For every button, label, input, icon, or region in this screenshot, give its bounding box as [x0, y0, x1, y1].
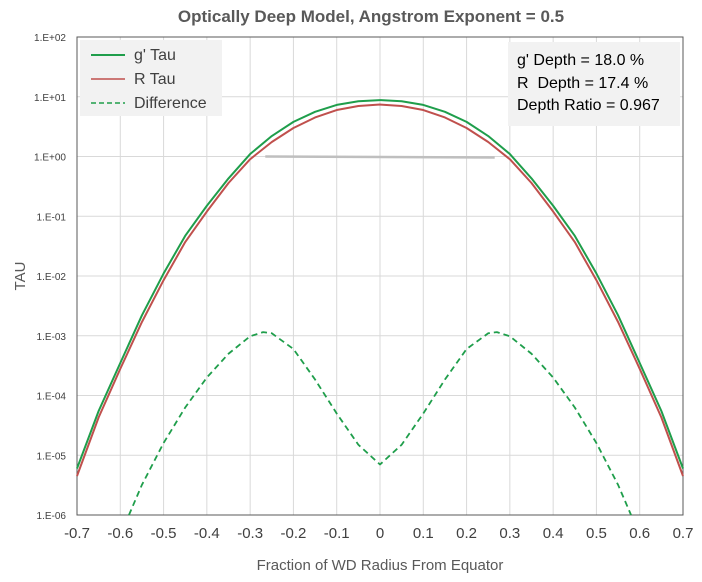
legend: g' Tau R Tau Difference — [80, 40, 222, 116]
y-tick-labels: 1.E-06 1.E-05 1.E-04 1.E-03 1.E-02 1.E-01 1.E+… — [34, 33, 66, 522]
legend-label-r-tau: R Tau — [134, 71, 176, 88]
x-tick-label: -0.6 — [107, 525, 133, 542]
x-tick-label: 0.5 — [586, 525, 607, 542]
x-tick-label: 0.6 — [629, 525, 650, 542]
plot-area-border — [76, 36, 684, 516]
x-tick-label: 0.2 — [456, 525, 477, 542]
y-tick-label: 1.E-01 — [37, 212, 67, 223]
annotation-depth-ratio: Depth Ratio = 0.967 — [517, 97, 660, 114]
reference-line-group — [265, 155, 495, 159]
series-line-r-tau — [76, 103, 684, 477]
depth-annotation: g' Depth = 18.0 % R Depth = 17.4 % Depth… — [508, 42, 680, 126]
x-tick-label: 0.1 — [413, 525, 434, 542]
chart-title: Optically Deep Model, Angstrom Exponent … — [178, 7, 564, 26]
y-tick-label: 1.E+00 — [34, 153, 66, 164]
y-tick-label: 1.E-05 — [37, 451, 67, 462]
x-tick-label: -0.1 — [324, 525, 350, 542]
y-tick-label: 1.E-06 — [37, 511, 67, 522]
y-tick-label: 1.E-03 — [37, 332, 67, 343]
depth-annotation-box — [508, 42, 680, 126]
y-axis-label: TAU — [12, 262, 29, 291]
y-tick-label: 1.E-04 — [37, 392, 67, 403]
legend-label-g-tau: g' Tau — [134, 47, 176, 64]
annotation-g-depth: g' Depth = 18.0 % — [517, 52, 644, 69]
x-tick-label: -0.7 — [64, 525, 90, 542]
series-line-difference — [128, 331, 632, 516]
y-tick-label: 1.E+02 — [34, 33, 66, 44]
x-tick-labels: -0.7 -0.6 -0.5 -0.4 -0.3 -0.2 -0.1 0 0.1 0.2 0.3 0.… — [64, 525, 693, 542]
y-tick-label: 1.E-02 — [37, 272, 67, 283]
x-tick-label: 0.3 — [499, 525, 520, 542]
x-tick-label: 0.4 — [543, 525, 564, 542]
x-tick-label: -0.4 — [194, 525, 220, 542]
x-tick-label: 0 — [376, 525, 384, 542]
x-tick-label: -0.5 — [151, 525, 177, 542]
series-line-g-tau — [76, 99, 684, 469]
x-tick-label: -0.2 — [280, 525, 306, 542]
x-axis-label: Fraction of WD Radius From Equator — [257, 557, 504, 574]
series-group — [76, 99, 684, 516]
x-tick-label: 0.7 — [673, 525, 694, 542]
annotation-r-depth: R Depth = 17.4 % — [517, 75, 648, 92]
reference-line — [265, 155, 495, 159]
x-tick-label: -0.3 — [237, 525, 263, 542]
y-tick-label: 1.E+01 — [34, 93, 66, 104]
legend-label-difference: Difference — [134, 95, 207, 112]
